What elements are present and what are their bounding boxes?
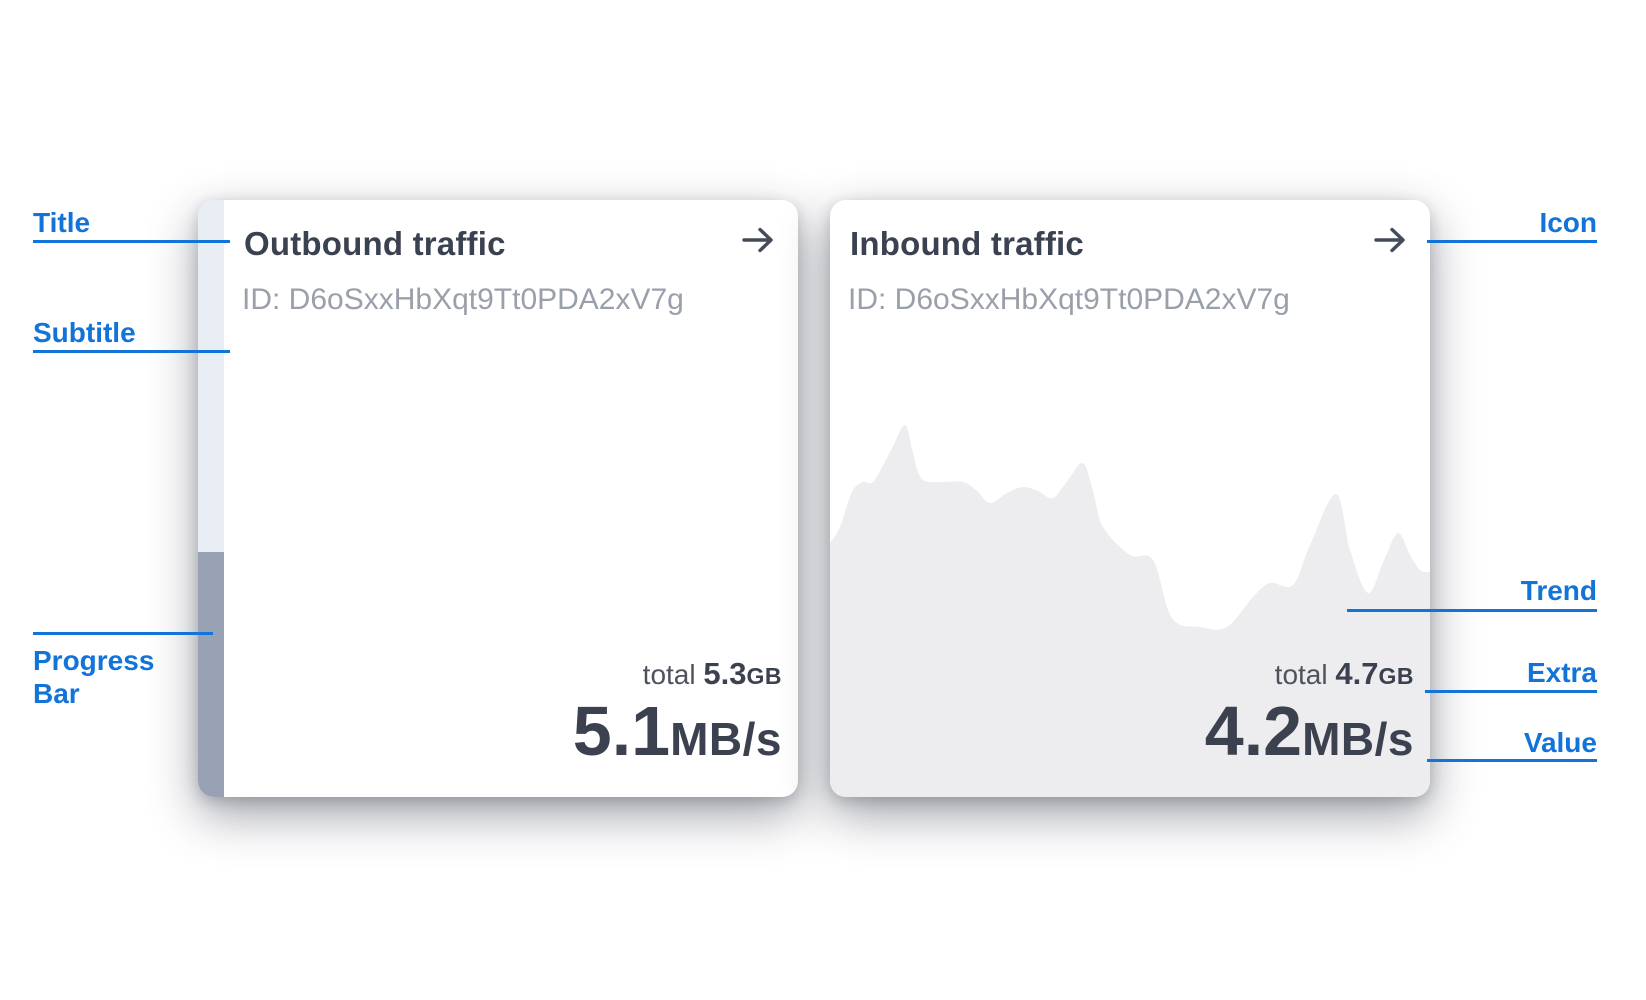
value-line: 4.2MB/s: [1205, 695, 1414, 775]
total-unit: GB: [1378, 663, 1414, 689]
card-title: Inbound traffic: [850, 225, 1084, 262]
annotation-title-line: [33, 240, 230, 243]
total-value: 4.7: [1335, 656, 1379, 691]
stat-block: total 4.7GB 4.2MB/s: [1205, 656, 1414, 775]
total-unit: GB: [746, 663, 782, 689]
value-line: 5.1MB/s: [573, 695, 782, 775]
total-label: total: [642, 659, 696, 690]
progress-bar-fill: [198, 552, 224, 797]
annotation-extra-label: Extra: [1526, 657, 1597, 688]
inbound-traffic-card[interactable]: Inbound traffic ID: D6oSxxHbXqt9Tt0PDA2x…: [830, 200, 1430, 797]
annotation-subtitle-line: [33, 350, 230, 353]
stat-block: total 5.3GB 5.1MB/s: [573, 656, 782, 775]
card-subtitle-id: ID: D6oSxxHbXqt9Tt0PDA2xV7g: [242, 283, 684, 316]
value-number: 5.1: [572, 692, 671, 770]
card-title: Outbound traffic: [244, 225, 506, 262]
annotation-progress-bar-line: [33, 632, 213, 635]
arrow-right-icon[interactable]: [1370, 220, 1410, 260]
value-unit: MB/s: [1302, 713, 1414, 765]
value-number: 4.2: [1204, 692, 1303, 770]
annotation-trend-label: Trend: [1520, 575, 1597, 606]
total-value: 5.3: [703, 656, 747, 691]
annotation-subtitle-label: Subtitle: [33, 317, 136, 348]
total-line: total 4.7GB: [1205, 656, 1414, 691]
progress-bar-track: [198, 200, 224, 797]
annotation-icon-label: Icon: [1539, 207, 1597, 238]
annotation-value-line: [1427, 759, 1597, 762]
annotation-title-label: Title: [33, 207, 91, 238]
annotation-value-label: Value: [1523, 727, 1597, 758]
trend-area-chart: [830, 424, 1430, 797]
total-label: total: [1274, 659, 1328, 690]
annotation-extra-line: [1425, 690, 1597, 693]
value-unit: MB/s: [670, 713, 782, 765]
total-line: total 5.3GB: [573, 656, 782, 691]
annotation-progress-bar-label: Progress Bar: [33, 645, 155, 709]
card-subtitle-id: ID: D6oSxxHbXqt9Tt0PDA2xV7g: [848, 283, 1290, 316]
outbound-traffic-card[interactable]: Outbound traffic ID: D6oSxxHbXqt9Tt0PDA2…: [198, 200, 798, 797]
annotation-trend-line: [1347, 609, 1597, 612]
annotation-icon-line: [1427, 240, 1597, 243]
arrow-right-icon[interactable]: [738, 220, 778, 260]
